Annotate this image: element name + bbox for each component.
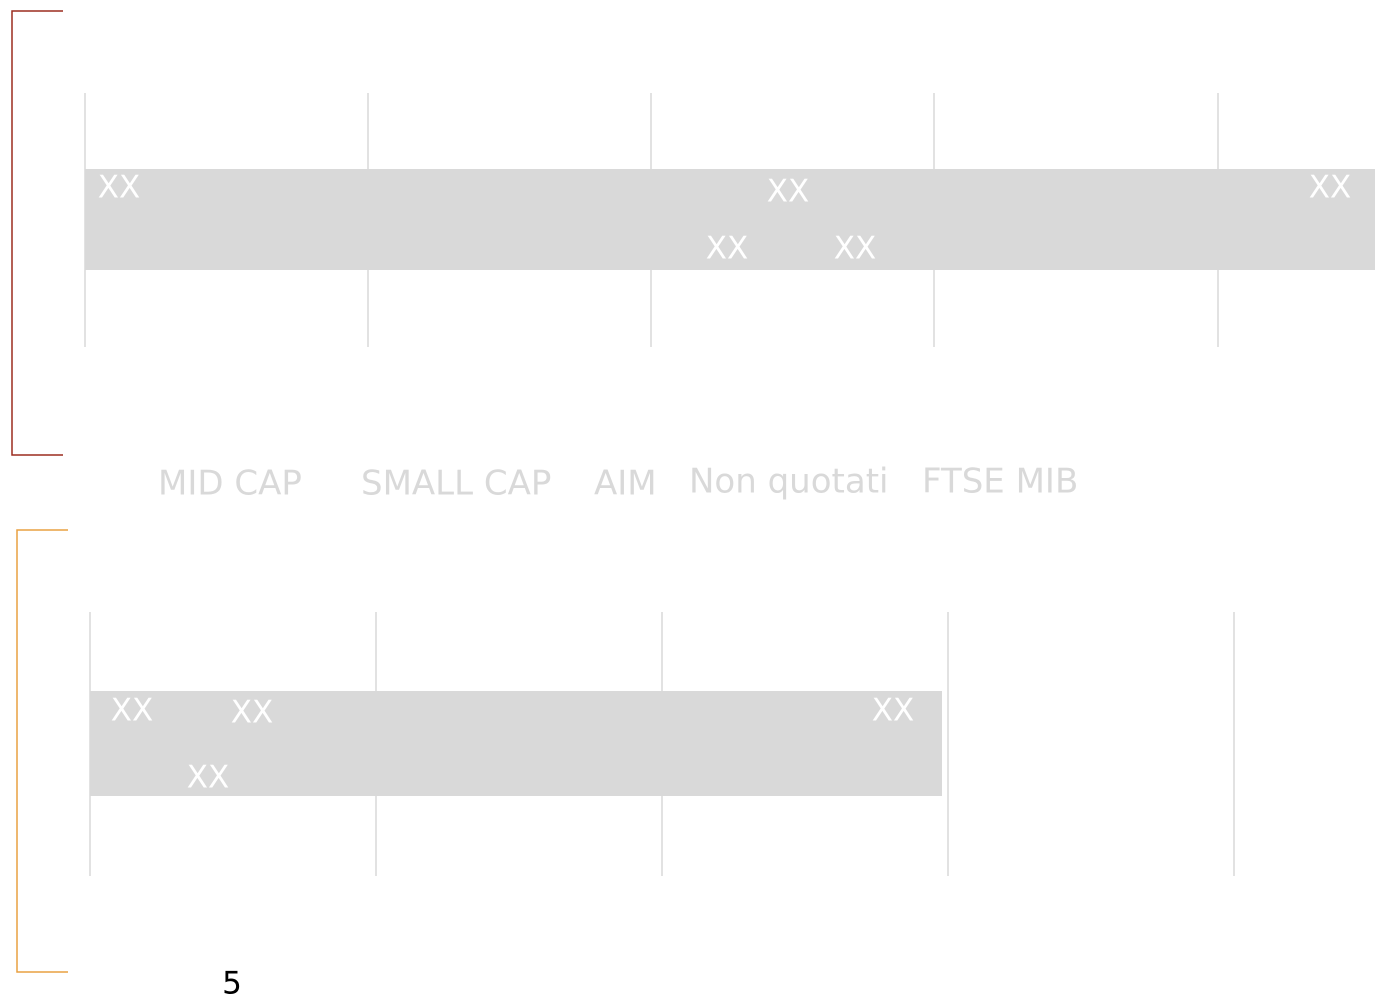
legend: MID CAP SMALL CAP AIM Non quotati FTSE M…: [158, 462, 1078, 504]
label: XX: [872, 693, 914, 729]
band: [85, 169, 1375, 270]
label: XX: [834, 231, 876, 267]
legend-entry: SMALL CAP: [361, 464, 551, 504]
top-panel: XX XX XX XX XX: [11, 10, 1375, 456]
label: XX: [231, 695, 273, 731]
page-number: 5: [222, 966, 242, 1000]
label: XX: [1309, 170, 1351, 206]
legend-entry: FTSE MIB: [922, 462, 1078, 502]
label: XX: [706, 231, 748, 267]
label: XX: [111, 693, 153, 729]
legend-entry: AIM: [594, 464, 657, 504]
band: [90, 691, 942, 796]
label: XX: [767, 174, 809, 210]
label: XX: [187, 760, 229, 796]
legend-entry: Non quotati: [689, 462, 888, 502]
bracket: [11, 10, 63, 456]
legend-entry: MID CAP: [158, 464, 302, 504]
label: XX: [98, 170, 140, 206]
bottom-panel: XX XX XX XX: [16, 529, 1235, 973]
bracket: [16, 529, 68, 973]
